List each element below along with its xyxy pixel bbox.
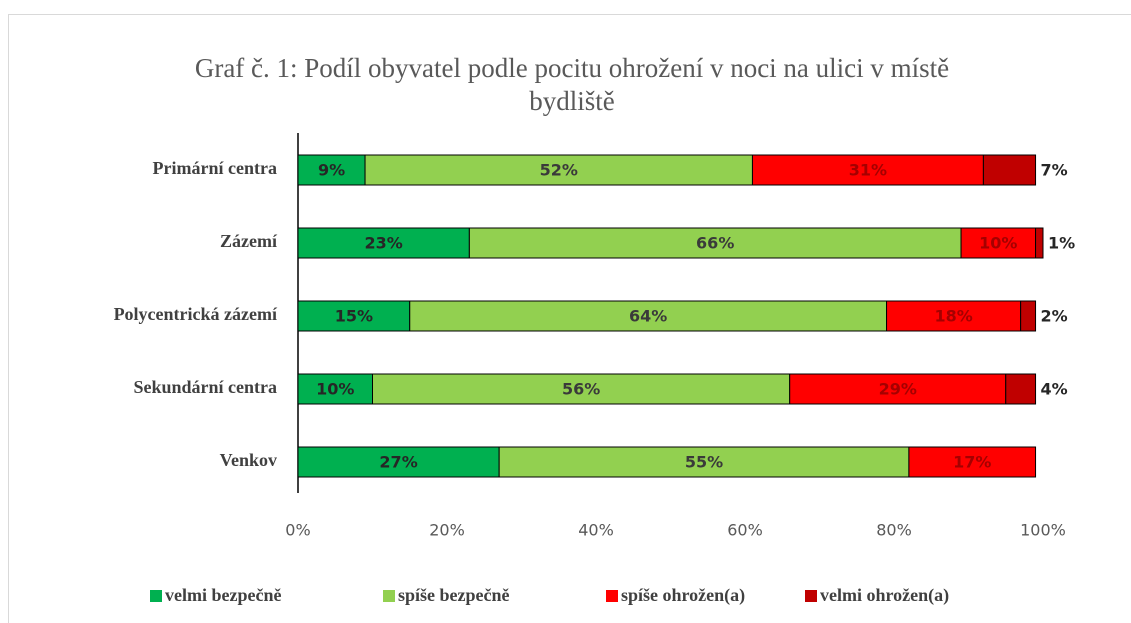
data-label: 1%	[1048, 234, 1075, 253]
x-tick-label: 100%	[1020, 521, 1066, 540]
bar-segment	[982, 154, 1037, 186]
bar-segment	[297, 227, 470, 259]
bar-segment	[468, 227, 962, 259]
bar-segment	[409, 300, 888, 332]
data-label: 18%	[934, 307, 972, 326]
bar-segment	[960, 227, 1037, 259]
legend-swatch	[383, 590, 395, 602]
data-label: 2%	[1041, 307, 1068, 326]
bar-segment	[498, 446, 910, 478]
x-tick-label: 60%	[727, 521, 763, 540]
data-label: 27%	[379, 453, 417, 472]
data-label: 10%	[316, 380, 354, 399]
bar-segment	[886, 300, 1022, 332]
legend-swatch	[606, 590, 618, 602]
bar-segment	[908, 446, 1037, 478]
chart-title: Graf č. 1: Podíl obyvatel podle pocitu o…	[194, 53, 950, 116]
bar-segment	[1035, 227, 1044, 259]
bar-segment	[297, 373, 373, 405]
bar-segment	[1020, 300, 1037, 332]
data-label: 29%	[879, 380, 917, 399]
legend-label: spíše ohrožen(a)	[621, 585, 745, 606]
bar-segment	[297, 446, 500, 478]
data-label: 52%	[540, 161, 578, 180]
bar-segment	[297, 300, 411, 332]
data-label: 4%	[1041, 380, 1068, 399]
data-label: 56%	[562, 380, 600, 399]
data-label: 55%	[685, 453, 723, 472]
legend-swatch	[805, 590, 817, 602]
data-label: 66%	[696, 234, 734, 253]
bar-segment	[1005, 373, 1037, 405]
x-tick-label: 20%	[429, 521, 465, 540]
chart-frame	[8, 14, 1131, 623]
x-tick-label: 80%	[876, 521, 912, 540]
data-label: 7%	[1041, 161, 1068, 180]
data-label: 15%	[335, 307, 373, 326]
y-tick-label: Polycentrická zázemí	[114, 304, 278, 324]
y-tick-label: Zázemí	[220, 231, 278, 251]
legend-label: velmi bezpečně	[165, 585, 281, 605]
data-label: 31%	[849, 161, 887, 180]
y-tick-label: Sekundární centra	[133, 377, 277, 397]
bar-segment	[297, 154, 366, 186]
y-tick-label: Primární centra	[153, 158, 277, 178]
data-label: 9%	[318, 161, 345, 180]
legend-swatch	[150, 590, 162, 602]
y-tick-label: Venkov	[220, 450, 277, 470]
data-label: 10%	[979, 234, 1017, 253]
data-label: 64%	[629, 307, 667, 326]
legend-label: velmi ohrožen(a)	[820, 585, 949, 606]
bar-segment	[372, 373, 791, 405]
x-tick-label: 0%	[285, 521, 310, 540]
x-tick-label: 40%	[578, 521, 614, 540]
legend-label: spíše bezpečně	[398, 585, 510, 605]
data-label: 17%	[953, 453, 991, 472]
bar-segment	[789, 373, 1007, 405]
data-label: 23%	[365, 234, 403, 253]
